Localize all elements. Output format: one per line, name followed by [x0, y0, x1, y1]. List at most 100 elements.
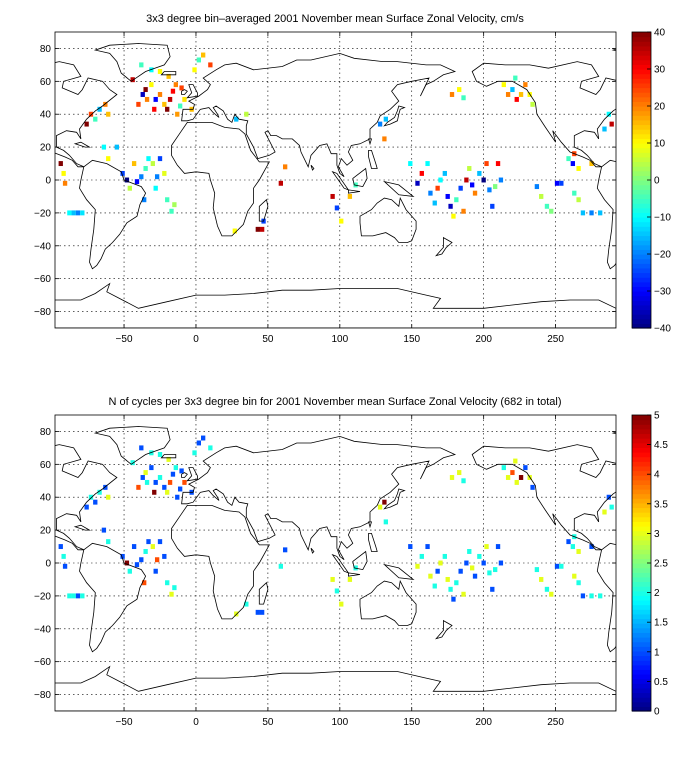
colorbar-segment — [632, 286, 651, 292]
data-cell — [514, 479, 519, 485]
data-cell — [88, 494, 94, 500]
data-cell — [572, 573, 577, 579]
data-cell — [589, 210, 594, 216]
data-cell — [162, 484, 167, 490]
data-cell — [498, 560, 504, 566]
data-cell — [157, 539, 163, 545]
data-cell — [438, 177, 443, 183]
data-cell — [278, 180, 283, 186]
data-cell — [589, 593, 594, 599]
data-cell — [172, 585, 177, 591]
coastlines — [55, 43, 616, 328]
data-cell — [570, 544, 576, 550]
data-cell — [103, 484, 108, 490]
colorbar-segment — [632, 484, 651, 490]
colorbar-segment — [632, 683, 651, 689]
cycles-panel: N of cycles per 3x3 degree bin for 2001 … — [34, 396, 668, 728]
colorbar-segment — [632, 161, 651, 167]
colorbar-segment — [632, 207, 651, 213]
data-cell — [157, 69, 163, 74]
colorbar-segment — [632, 291, 651, 297]
coastline — [79, 159, 147, 270]
data-cell — [130, 460, 135, 466]
data-cell — [606, 111, 611, 117]
x-tick-label: −50 — [116, 717, 133, 728]
y-tick-label: −60 — [34, 274, 51, 285]
data-cell — [530, 101, 535, 107]
data-cell — [408, 161, 413, 167]
colorbar-segment — [632, 590, 651, 596]
data-cell — [490, 586, 495, 592]
y-tick-label: 20 — [40, 526, 52, 537]
data-cell — [179, 468, 184, 474]
colorbar-segment — [632, 129, 651, 135]
data-cell — [458, 568, 463, 574]
data-cell — [157, 452, 163, 457]
data-cell — [544, 586, 550, 592]
data-cell — [175, 494, 180, 500]
coastline — [368, 138, 373, 146]
data-cell — [576, 549, 581, 554]
data-cell — [255, 226, 260, 232]
data-cell — [347, 193, 353, 199]
data-cell — [153, 568, 158, 574]
colorbar-segment — [632, 539, 651, 546]
data-cell — [175, 111, 180, 117]
y-tick-label: −40 — [34, 624, 51, 635]
data-cell — [71, 593, 76, 599]
colorbar-segment — [632, 152, 651, 158]
data-cell — [179, 85, 184, 91]
y-tick-label: −20 — [34, 208, 51, 219]
data-cell — [75, 210, 81, 216]
data-cell — [523, 465, 528, 471]
data-cell — [150, 161, 155, 167]
y-tick-label: 60 — [40, 77, 52, 88]
colorbar-segment — [632, 498, 651, 504]
colorbar-tick-label: 1 — [654, 647, 660, 658]
colorbar-segment — [632, 637, 651, 643]
data-cell — [493, 184, 498, 190]
data-cell — [457, 470, 462, 476]
colorbar-segment — [632, 82, 651, 89]
colorbar-segment — [632, 314, 651, 320]
y-tick-label: −60 — [34, 657, 51, 668]
colorbar-segment — [632, 563, 651, 569]
colorbar-segment — [632, 64, 651, 70]
data-cell — [415, 180, 420, 186]
data-cell — [173, 465, 178, 471]
data-cell — [419, 170, 424, 176]
colorbar-tick-label: −20 — [654, 250, 671, 261]
colorbar-segment — [632, 475, 651, 481]
data-cell — [143, 87, 148, 93]
data-cell — [602, 126, 607, 132]
colorbar-segment — [632, 687, 651, 694]
colorbar-tick-label: 0 — [654, 176, 660, 187]
data-cell — [120, 553, 125, 559]
velocity-chart-title: 3x3 degree bin–averaged 2001 November me… — [146, 13, 524, 25]
y-tick-label: 40 — [40, 493, 52, 504]
data-cell — [461, 591, 466, 597]
data-cell — [154, 557, 160, 563]
data-cell — [232, 228, 237, 234]
colorbar-segment — [632, 230, 651, 237]
colorbar-segment — [632, 277, 651, 283]
x-tick-label: 100 — [331, 717, 348, 728]
data-cell — [182, 96, 187, 102]
data-cell — [244, 111, 249, 117]
coastline — [359, 196, 417, 243]
colorbar-segment — [632, 581, 651, 587]
data-cell — [103, 101, 108, 107]
data-cell — [514, 96, 519, 102]
data-cell — [134, 179, 140, 185]
data-cell — [438, 560, 443, 566]
data-cell — [152, 106, 157, 112]
coastline — [93, 426, 171, 465]
colorbar-segment — [632, 512, 651, 518]
colorbar-segment — [632, 69, 651, 75]
colorbar-segment — [632, 92, 651, 98]
data-cell — [383, 519, 389, 525]
colorbar: 40 30 20 10 0 −10 −20 −30 −40 — [631, 28, 671, 335]
data-cell — [415, 563, 420, 569]
data-cell — [165, 580, 170, 586]
